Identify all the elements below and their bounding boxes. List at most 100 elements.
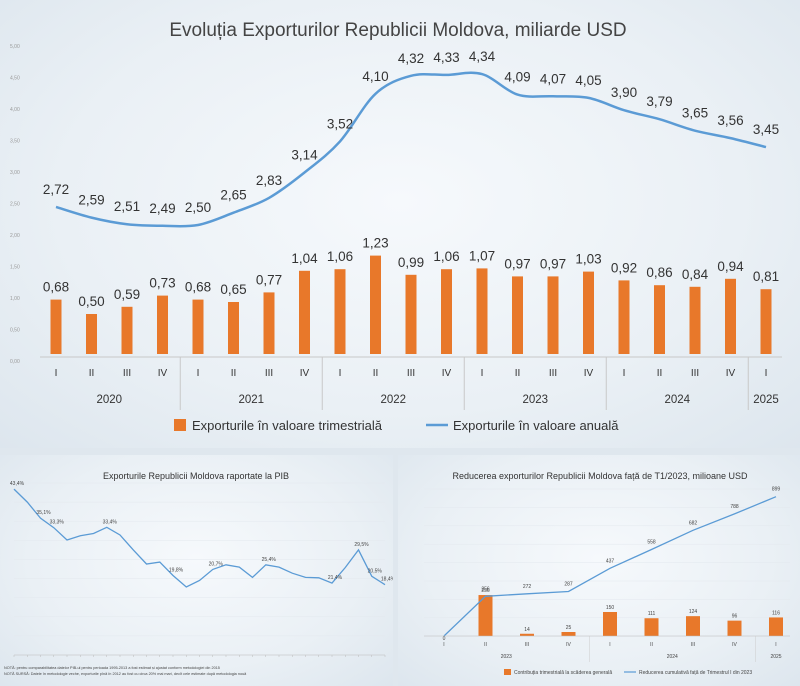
- quarterly-bar-label: 0,73: [149, 276, 175, 291]
- annual-line-label: 2,59: [78, 193, 104, 208]
- cumulative-line-label: 899: [772, 487, 781, 493]
- cumulative-line-label: 256: [481, 586, 490, 592]
- main-quarter-label: II: [89, 368, 95, 379]
- quarterly-bar-label: 0,92: [611, 260, 637, 275]
- gdp-x-axis: [13, 655, 386, 657]
- quarterly-bar: [263, 292, 275, 354]
- quarterly-bar-label: 1,03: [575, 252, 601, 267]
- gdp-note-2: NOTĂ SURSĂ: Datele în metodologie veche,…: [4, 672, 247, 676]
- main-year-label: 2023: [522, 394, 548, 406]
- main-quarter-label: I: [481, 368, 484, 379]
- cumulative-line-label: 788: [730, 504, 739, 510]
- cumulative-line-label: 272: [523, 584, 532, 590]
- main-quarter-label: I: [765, 368, 768, 379]
- main-quarter-label: I: [339, 368, 342, 379]
- main-year-label: 2025: [753, 394, 779, 406]
- reduction-quarter-label: I: [443, 642, 444, 648]
- cumulative-line-labels: 0 256 272 287 437 558 682 788 899: [443, 487, 781, 642]
- quarterly-bar-label: 1,04: [291, 251, 318, 266]
- main-quarter-label: IV: [442, 368, 452, 379]
- main-quarter-label: II: [657, 368, 663, 379]
- quarterly-bar: [618, 280, 630, 354]
- gdp-point-labels: 43,4% 35,1% 33,3% 33,4% 19,8% 20,7% 25,4% 21,4%…: [10, 481, 393, 583]
- quarterly-bar: [405, 274, 417, 354]
- reduction-bar: [644, 618, 659, 636]
- main-y-axis: 5,00 4,50 4,00 3,50 3,00 2,50 2,00 1,50 1,00 0,50…: [10, 44, 20, 365]
- gdp-point-label: 18,4%: [381, 577, 393, 583]
- gdp-chart-panel: Exporturile Republicii Moldova raportate…: [0, 455, 393, 686]
- cumulative-line-label: 0: [443, 636, 446, 642]
- annual-line-label: 3,45: [753, 122, 779, 137]
- quarterly-bar-label: 1,07: [469, 248, 495, 263]
- quarterly-bar-labels: 0,68 0,50 0,59 0,73 0,68 0,65 0,77 1,04 1,06 1,23…: [43, 236, 779, 309]
- quarterly-bar-label: 0,77: [256, 272, 282, 287]
- reduction-bar: [603, 612, 617, 636]
- gdp-line-path: [13, 488, 386, 588]
- cumulative-line-label: 558: [647, 540, 656, 546]
- annual-line-label: 3,14: [291, 148, 318, 163]
- annual-line-label: 4,32: [398, 51, 424, 66]
- quarterly-bar-label: 0,59: [114, 287, 140, 302]
- main-y-tick: 3,50: [10, 139, 20, 145]
- main-chart-panel: Evoluția Exporturilor Republicii Moldova…: [0, 0, 800, 448]
- annual-line-label: 2,49: [149, 201, 175, 216]
- main-x-axis: I II III IV I II III IV I II III IV I II III IV I II III IV…: [40, 356, 782, 410]
- quarterly-bar-label: 0,84: [682, 267, 709, 282]
- main-y-tick: 0,50: [10, 328, 20, 334]
- quarterly-bar-label: 0,97: [504, 256, 530, 271]
- quarterly-bar-label: 0,68: [43, 280, 69, 295]
- gdp-point-label: 33,4%: [103, 519, 118, 525]
- main-y-tick: 1,00: [10, 296, 20, 302]
- main-y-tick: 1,50: [10, 265, 20, 271]
- quarterly-bar: [334, 269, 346, 354]
- reduction-bar: [561, 632, 576, 636]
- reduction-bar: [520, 633, 534, 636]
- gdp-chart-title: Exporturile Republicii Moldova raportate…: [103, 471, 289, 481]
- main-quarter-label: III: [549, 368, 557, 379]
- reduction-legend-bar-swatch: [504, 669, 511, 675]
- main-y-tick: 4,00: [10, 107, 20, 113]
- main-quarter-label: III: [265, 368, 273, 379]
- reduction-year-label: 2025: [770, 654, 781, 660]
- gdp-point-label: 19,8%: [169, 567, 184, 573]
- quarterly-bar-label: 0,50: [78, 294, 104, 309]
- gdp-chart: Exporturile Republicii Moldova raportate…: [4, 471, 393, 676]
- quarterly-bar: [299, 270, 310, 354]
- main-y-tick: 0,00: [10, 359, 20, 365]
- gdp-point-label: 20,5%: [368, 568, 383, 574]
- annual-line-label: 4,09: [504, 70, 530, 85]
- quarterly-bar: [476, 268, 488, 354]
- quarterly-bar: [689, 286, 701, 354]
- reduction-bar: [478, 595, 493, 636]
- quarterly-bar-label: 0,97: [540, 256, 566, 271]
- legend-bar-swatch: [174, 419, 186, 431]
- annual-line-label: 3,90: [611, 85, 637, 100]
- reduction-legend-bar-label: Contribuția trimestrială la scăderea gen…: [514, 670, 612, 676]
- reduction-bar-label: 14: [524, 627, 530, 633]
- gdp-note-1: NOTĂ: pentru comparabilitatea datelor PI…: [4, 666, 220, 670]
- quarterly-bar: [654, 285, 665, 354]
- reduction-bar-label: 116: [772, 610, 780, 616]
- quarterly-bar-label: 1,23: [362, 236, 388, 251]
- annual-line-labels: 2,72 2,59 2,51 2,49 2,50 2,65 2,83 3,14 3,52 4,10…: [43, 49, 779, 216]
- main-quarter-label: III: [123, 368, 131, 379]
- reduction-quarter-label: III: [691, 642, 695, 648]
- gdp-point-label: 33,3%: [50, 520, 65, 526]
- reduction-bar: [727, 620, 742, 636]
- legend-bar-label: Exporturile în valoare trimestrială: [192, 418, 383, 433]
- quarterly-bar: [86, 314, 97, 354]
- reduction-bar-label: 96: [732, 614, 738, 620]
- annual-line-label: 2,83: [256, 173, 282, 188]
- main-quarter-label: IV: [300, 368, 310, 379]
- reduction-bar: [769, 617, 783, 636]
- annual-line-label: 3,56: [717, 113, 743, 128]
- annual-line-label: 4,07: [540, 71, 566, 86]
- gdp-ratio-line: [13, 488, 386, 588]
- cumulative-line: [443, 496, 777, 637]
- quarterly-bar: [441, 269, 452, 354]
- main-y-tick: 2,50: [10, 202, 20, 208]
- gdp-point-label: 20,7%: [209, 561, 224, 567]
- reduction-quarter-label: I: [609, 642, 610, 648]
- quarterly-bar: [760, 289, 772, 354]
